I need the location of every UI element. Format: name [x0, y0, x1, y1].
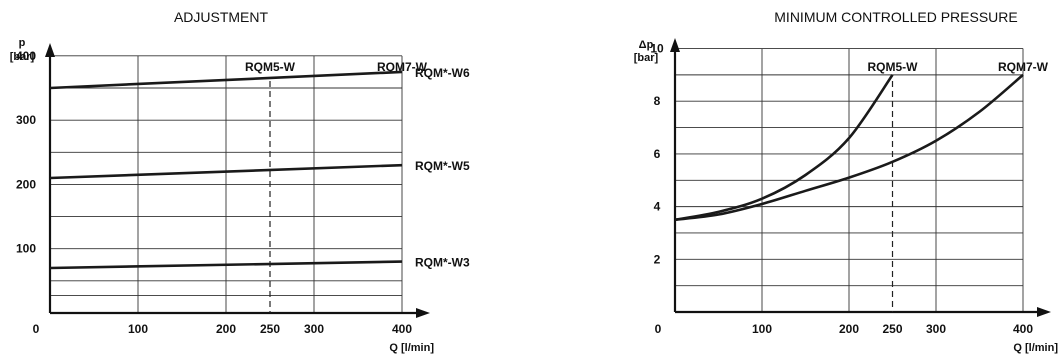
- x-axis-label: Q [l/min]: [389, 342, 434, 354]
- series-label: RQM*-W6: [415, 66, 470, 80]
- y-axis-label: Δp: [639, 39, 654, 51]
- y-tick-label: 2: [654, 252, 661, 266]
- y-tick-label: 400: [16, 49, 36, 63]
- x-tick-label: 300: [304, 322, 324, 336]
- x-tick-label: 100: [752, 322, 772, 336]
- y-tick-label: 6: [654, 147, 661, 161]
- minimum-controlled-pressure-chart: MINIMUM CONTROLLED PRESSURE Δp[bar] 2 4 6 8 10…: [634, 9, 1058, 354]
- series-label: RQM*-W5: [415, 159, 470, 173]
- x-tick-label: 200: [839, 322, 859, 336]
- model-label: RQM7-W: [998, 60, 1049, 74]
- x-tick-label: 250: [882, 322, 902, 336]
- series-line: [674, 73, 1024, 222]
- x-axis-arrow: [1037, 307, 1051, 317]
- x-tick-label: 400: [392, 322, 412, 336]
- y-tick-label: 200: [16, 177, 36, 191]
- y-axis-arrow: [670, 38, 680, 52]
- y-axis-arrow: [45, 43, 55, 57]
- y-tick-label: 8: [654, 94, 661, 108]
- y-tick-label: 10: [650, 42, 664, 56]
- series-label: RQM*-W3: [415, 256, 470, 270]
- chart-title: ADJUSTMENT: [174, 9, 269, 25]
- x-tick-label: 400: [1013, 322, 1033, 336]
- adjustment-chart: ADJUSTMENT p [bar] 100 200 300 400 100 200 250 300…: [10, 9, 470, 354]
- model-label: RQM5-W: [245, 60, 296, 74]
- y-axis-unit: [bar]: [10, 51, 35, 63]
- x-tick-label: 300: [926, 322, 946, 336]
- x-tick-label: 100: [128, 322, 148, 336]
- y-axis-unit: [bar]: [634, 52, 659, 64]
- y-tick-label: 100: [16, 242, 36, 256]
- x-axis-arrow: [416, 308, 430, 318]
- y-axis-label: p: [19, 37, 26, 49]
- x-tick-label: 200: [216, 322, 236, 336]
- chart-title: MINIMUM CONTROLLED PRESSURE: [774, 9, 1017, 25]
- model-label: RQM5-W: [868, 60, 919, 74]
- y-tick-label: 300: [16, 113, 36, 127]
- x-tick-label: 250: [260, 322, 280, 336]
- x-axis-label: Q [l/min]: [1013, 342, 1058, 354]
- series-line: [49, 260, 403, 270]
- y-tick-label: 4: [654, 200, 661, 214]
- origin-label: 0: [33, 322, 40, 336]
- model-label: RQM7-W: [377, 60, 428, 74]
- series-line: [49, 70, 403, 90]
- series-line: [49, 163, 403, 180]
- origin-label: 0: [655, 322, 662, 336]
- series-line: [674, 74, 894, 222]
